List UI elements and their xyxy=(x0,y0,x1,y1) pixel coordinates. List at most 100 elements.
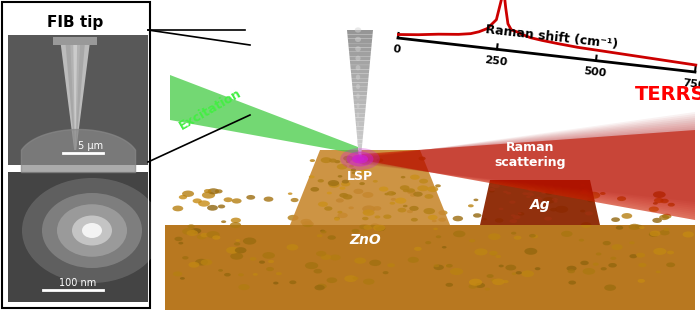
Ellipse shape xyxy=(359,182,365,185)
Bar xyxy=(8,120,148,121)
Ellipse shape xyxy=(400,185,410,190)
Ellipse shape xyxy=(356,84,360,89)
Ellipse shape xyxy=(446,264,453,268)
Ellipse shape xyxy=(290,198,299,202)
Bar xyxy=(8,53,148,54)
Ellipse shape xyxy=(234,247,246,253)
Bar xyxy=(8,147,148,148)
Polygon shape xyxy=(60,40,90,150)
Ellipse shape xyxy=(387,263,395,267)
Bar xyxy=(8,164,148,165)
Ellipse shape xyxy=(321,157,332,163)
Ellipse shape xyxy=(436,235,441,238)
Bar xyxy=(8,49,148,50)
Ellipse shape xyxy=(82,223,102,238)
Ellipse shape xyxy=(197,234,206,239)
Text: LSP: LSP xyxy=(347,170,373,183)
Bar xyxy=(8,128,148,129)
Bar xyxy=(8,133,148,134)
Bar xyxy=(8,146,148,147)
Ellipse shape xyxy=(410,194,416,197)
Ellipse shape xyxy=(304,222,312,226)
Ellipse shape xyxy=(259,260,265,264)
Ellipse shape xyxy=(383,271,389,274)
FancyBboxPatch shape xyxy=(2,2,150,308)
Ellipse shape xyxy=(57,204,127,257)
Ellipse shape xyxy=(438,210,447,215)
Text: FIB tip: FIB tip xyxy=(47,15,103,30)
Ellipse shape xyxy=(417,185,428,191)
Ellipse shape xyxy=(653,191,666,198)
Bar xyxy=(8,160,148,161)
Ellipse shape xyxy=(302,221,314,227)
Ellipse shape xyxy=(411,218,418,222)
Ellipse shape xyxy=(561,231,573,237)
Polygon shape xyxy=(480,180,600,225)
Ellipse shape xyxy=(327,192,332,194)
Polygon shape xyxy=(74,40,77,150)
Ellipse shape xyxy=(384,193,389,195)
Ellipse shape xyxy=(468,284,477,289)
Bar xyxy=(8,57,148,58)
Ellipse shape xyxy=(174,237,183,241)
Ellipse shape xyxy=(223,197,232,202)
Bar xyxy=(8,124,148,125)
Ellipse shape xyxy=(659,215,669,220)
Ellipse shape xyxy=(373,224,386,231)
Ellipse shape xyxy=(503,280,509,283)
Bar xyxy=(8,157,148,158)
Polygon shape xyxy=(362,126,695,216)
Polygon shape xyxy=(354,96,367,100)
Polygon shape xyxy=(351,74,369,78)
Bar xyxy=(8,90,148,91)
Ellipse shape xyxy=(198,200,210,207)
Bar xyxy=(8,118,148,119)
Polygon shape xyxy=(356,117,365,122)
Ellipse shape xyxy=(370,224,379,228)
Ellipse shape xyxy=(668,203,675,206)
Polygon shape xyxy=(362,120,695,210)
Ellipse shape xyxy=(193,198,202,203)
Ellipse shape xyxy=(488,233,500,240)
Bar xyxy=(8,108,148,109)
Ellipse shape xyxy=(356,157,365,162)
Polygon shape xyxy=(352,87,368,91)
Text: 5 μm: 5 μm xyxy=(78,141,104,151)
Bar xyxy=(8,105,148,106)
Ellipse shape xyxy=(373,206,382,210)
Ellipse shape xyxy=(314,269,322,273)
Bar xyxy=(8,54,148,55)
Ellipse shape xyxy=(355,46,360,51)
Ellipse shape xyxy=(526,196,531,198)
Ellipse shape xyxy=(326,277,337,283)
Ellipse shape xyxy=(310,187,319,192)
Bar xyxy=(8,35,148,165)
Ellipse shape xyxy=(468,204,474,207)
Ellipse shape xyxy=(231,218,241,223)
Polygon shape xyxy=(362,130,695,220)
Ellipse shape xyxy=(407,257,419,263)
Ellipse shape xyxy=(649,206,659,212)
Ellipse shape xyxy=(202,192,215,199)
Ellipse shape xyxy=(601,267,607,270)
Ellipse shape xyxy=(359,224,370,229)
Polygon shape xyxy=(165,225,695,310)
Ellipse shape xyxy=(383,215,391,219)
Bar xyxy=(8,110,148,111)
Bar xyxy=(8,72,148,73)
Polygon shape xyxy=(356,126,364,131)
Ellipse shape xyxy=(221,220,226,223)
Ellipse shape xyxy=(42,193,142,268)
Polygon shape xyxy=(347,34,372,39)
Ellipse shape xyxy=(498,208,503,210)
Text: 0: 0 xyxy=(392,45,401,55)
Ellipse shape xyxy=(239,284,250,290)
Ellipse shape xyxy=(334,218,340,221)
Ellipse shape xyxy=(356,103,360,108)
Bar xyxy=(8,82,148,83)
Ellipse shape xyxy=(235,239,240,242)
Ellipse shape xyxy=(489,188,495,191)
Ellipse shape xyxy=(387,191,395,196)
Ellipse shape xyxy=(201,259,212,265)
Polygon shape xyxy=(358,144,362,148)
